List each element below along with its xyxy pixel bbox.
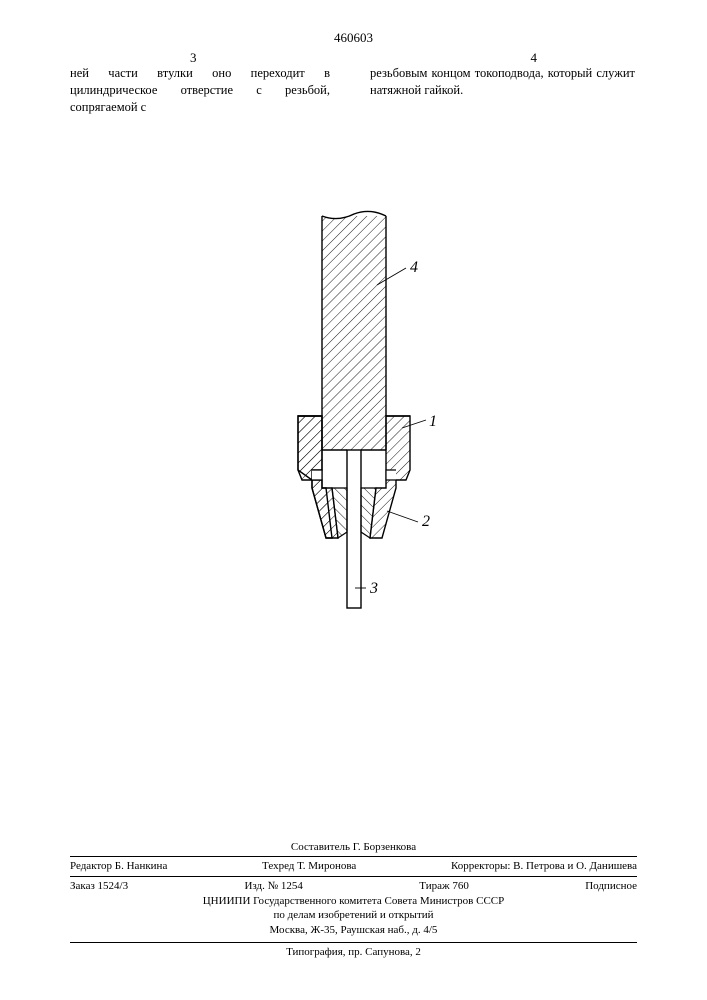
footer-typography: Типография, пр. Сапунова, 2 <box>70 942 637 959</box>
footer-organization: ЦНИИПИ Государственного комитета Совета … <box>70 894 637 937</box>
footer-address: Москва, Ж-35, Раушская наб., д. 4/5 <box>70 923 637 937</box>
svg-text:3: 3 <box>369 580 378 597</box>
footer-credits-row: Редактор Б. Нанкина Техред Т. Миронова К… <box>70 856 637 873</box>
footer-subscription: Подписное <box>585 879 637 893</box>
cross-section-diagram: 1 2 3 4 <box>234 210 474 630</box>
footer-tech-editor: Техред Т. Миронова <box>262 859 356 873</box>
footer-circulation: Тираж 760 <box>419 879 469 893</box>
footer-org-line2: по делам изобретений и открытий <box>70 908 637 922</box>
footer-print-row: Заказ 1524/3 Изд. № 1254 Тираж 760 Подпи… <box>70 876 637 893</box>
body-text-left-column: ней части втулки оно переходит в цилиндр… <box>70 65 330 116</box>
footer-correctors: Корректоры: В. Петрова и О. Данишева <box>451 859 637 873</box>
label-2: 2 <box>387 511 430 530</box>
part-4-shaft <box>322 211 386 450</box>
part-3-electrode <box>347 450 361 608</box>
patent-page: 460603 3 4 ней части втулки оно переходи… <box>0 0 707 1000</box>
footer-editor: Редактор Б. Нанкина <box>70 859 167 873</box>
footer-order: Заказ 1524/3 <box>70 879 128 893</box>
column-number-right: 4 <box>531 50 538 66</box>
footer-composer: Составитель Г. Борзенкова <box>70 840 637 854</box>
patent-number: 460603 <box>0 30 707 46</box>
column-number-left: 3 <box>190 50 197 66</box>
figure: 1 2 3 4 <box>0 210 707 710</box>
svg-text:2: 2 <box>422 513 430 530</box>
svg-text:4: 4 <box>410 259 418 276</box>
svg-text:1: 1 <box>429 413 437 430</box>
footer-org-line1: ЦНИИПИ Государственного комитета Совета … <box>70 894 637 908</box>
footer-edition: Изд. № 1254 <box>244 879 302 893</box>
body-text-right-column: резьбовым концом токоподвода, который сл… <box>370 65 635 99</box>
